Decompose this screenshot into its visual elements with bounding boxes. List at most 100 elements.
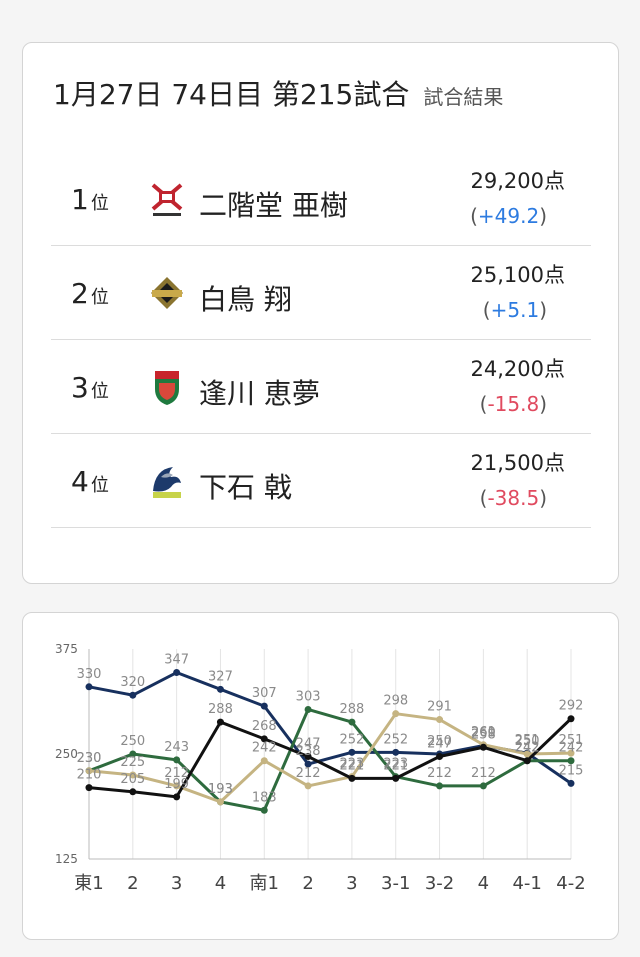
data-point xyxy=(436,753,444,761)
player-name: 逢川 恵夢 xyxy=(199,377,320,410)
data-label: 252 xyxy=(339,732,364,747)
data-point xyxy=(304,782,312,790)
data-label: 288 xyxy=(339,702,364,717)
data-label: 261 xyxy=(471,725,496,740)
data-label: 251 xyxy=(515,733,540,748)
data-point xyxy=(260,735,268,743)
beast-logo-icon xyxy=(153,467,181,498)
data-label: 205 xyxy=(120,772,145,787)
data-point xyxy=(436,716,444,724)
data-point xyxy=(436,782,444,790)
data-point xyxy=(260,757,268,765)
data-label: 247 xyxy=(427,737,452,752)
data-label: 212 xyxy=(296,766,321,781)
x-tick-label: 3-2 xyxy=(425,873,454,894)
score-line-chart: 375 250 125 東1 2 3 4 南1 2 3 3-1 3-2 4 4-1 4-2 330 320 347… xyxy=(55,642,586,894)
match-result-label: 試合結果 xyxy=(423,85,504,109)
data-point xyxy=(567,779,575,787)
data-label: 221 xyxy=(339,758,364,773)
data-point xyxy=(129,750,137,758)
match-header: 1月27日 74日目 第215試合 試合結果 xyxy=(53,73,503,113)
data-label: 307 xyxy=(252,686,277,701)
data-label: 250 xyxy=(120,734,145,749)
score-chart-card: 375 250 125 東1 2 3 4 南1 2 3 3-1 3-2 4 4-1 4-2 330 320 347… xyxy=(22,612,619,940)
data-point xyxy=(479,782,487,790)
data-point xyxy=(348,718,356,726)
data-point xyxy=(216,718,224,726)
data-label: 242 xyxy=(515,741,540,756)
data-label: 212 xyxy=(427,766,452,781)
abemas-logo-icon xyxy=(151,277,183,309)
data-point xyxy=(348,748,356,756)
fuji-mk-logo-icon xyxy=(151,183,183,216)
data-label: 212 xyxy=(471,766,496,781)
data-point xyxy=(129,691,137,699)
data-point xyxy=(173,669,181,677)
data-point xyxy=(523,757,531,765)
data-point xyxy=(173,756,181,764)
data-label: 199 xyxy=(164,777,189,792)
data-label: 193 xyxy=(208,782,233,797)
x-tick-label: 3 xyxy=(171,873,182,894)
y-tick-label: 125 xyxy=(55,852,78,866)
data-label: 230 xyxy=(77,751,102,766)
data-label: 212 xyxy=(164,766,189,781)
x-tick-label: 2 xyxy=(302,873,313,894)
data-label: 298 xyxy=(383,694,408,709)
data-label: 223 xyxy=(383,757,408,772)
data-label: 347 xyxy=(164,653,189,668)
x-tick-label: 東1 xyxy=(74,873,103,894)
data-point xyxy=(304,705,312,713)
data-point xyxy=(173,793,181,801)
data-label: 250 xyxy=(427,734,452,749)
data-point xyxy=(479,743,487,751)
jets-logo-icon xyxy=(155,371,179,405)
data-label: 230 xyxy=(77,751,102,766)
data-label: 330 xyxy=(77,667,102,682)
data-label: 292 xyxy=(559,699,584,714)
y-tick-label: 250 xyxy=(55,747,78,761)
data-point xyxy=(392,774,400,782)
player-name: 下石 戟 xyxy=(199,471,292,504)
data-label: 215 xyxy=(559,763,584,778)
data-label: 288 xyxy=(208,702,233,717)
x-tick-label: 2 xyxy=(127,873,138,894)
data-label: 247 xyxy=(296,737,321,752)
data-label: 243 xyxy=(164,740,189,755)
data-point xyxy=(348,774,356,782)
data-label: 238 xyxy=(296,744,321,759)
data-label: 252 xyxy=(383,732,408,747)
player-name: 二階堂 亜樹 xyxy=(199,189,348,222)
x-tick-label: 3 xyxy=(346,873,357,894)
player-name: 白鳥 翔 xyxy=(199,283,292,316)
data-label: 258 xyxy=(471,727,496,742)
player-point-change: (+49.2) xyxy=(470,204,547,228)
data-point xyxy=(523,750,531,758)
x-tick-label: 3-1 xyxy=(381,873,410,894)
player-point-change: (-15.8) xyxy=(479,392,547,416)
data-label: 327 xyxy=(208,669,233,684)
data-label: 225 xyxy=(120,755,145,770)
player-point-change: (+5.1) xyxy=(482,298,547,322)
data-label: 242 xyxy=(515,741,540,756)
data-point xyxy=(216,685,224,693)
data-point xyxy=(85,767,93,775)
data-point xyxy=(129,788,137,796)
data-label: 221 xyxy=(383,758,408,773)
data-label: 268 xyxy=(252,719,277,734)
x-tick-label: 南1 xyxy=(250,873,279,894)
data-label: 223 xyxy=(339,757,364,772)
data-point xyxy=(567,757,575,765)
player-point-change: (-38.5) xyxy=(479,486,547,510)
x-tick-label: 4 xyxy=(478,873,489,894)
data-label: 183 xyxy=(252,790,277,805)
data-label: 320 xyxy=(120,675,145,690)
data-label: 291 xyxy=(427,700,452,715)
